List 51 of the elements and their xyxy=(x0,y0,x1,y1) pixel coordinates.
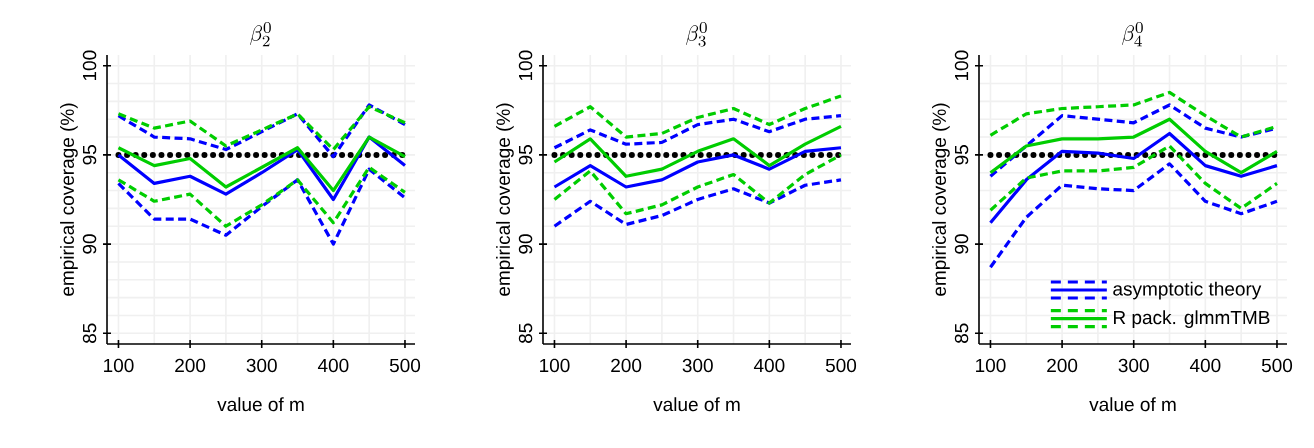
line-series xyxy=(116,105,407,152)
chart-title: $\beta_3^0$ xyxy=(686,22,707,47)
line-series xyxy=(988,162,1279,269)
x-tick-label: 100 xyxy=(976,358,1006,373)
x-tick-label: 100 xyxy=(540,358,570,373)
x-axis-title: value of m xyxy=(653,397,740,412)
line-series xyxy=(552,153,843,216)
y-tick-label: 95 xyxy=(82,145,97,165)
y-axis-title: empirical coverage (%) xyxy=(932,103,950,296)
y-tick-label: 90 xyxy=(518,234,533,254)
line-series xyxy=(552,114,843,150)
y-tick-label: 90 xyxy=(82,234,97,254)
y-tick-label: 100 xyxy=(518,50,533,81)
x-tick-label: 200 xyxy=(611,358,642,373)
x-tick-label: 400 xyxy=(753,358,785,373)
x-tick-label: 200 xyxy=(175,358,206,373)
line-series xyxy=(116,167,407,246)
y-tick-label: 95 xyxy=(954,145,969,165)
x-tick-label: 500 xyxy=(389,358,421,373)
x-axis-title: value of m xyxy=(1089,397,1176,412)
line-series xyxy=(988,131,1279,225)
y-axis-title: empirical coverage (%) xyxy=(60,103,78,296)
y-tick-label: 90 xyxy=(954,234,969,254)
line-series xyxy=(552,146,843,189)
x-tick-label: 300 xyxy=(1118,358,1149,373)
line-series xyxy=(552,178,843,228)
x-tick-label: 500 xyxy=(825,358,857,373)
x-tick-label: 200 xyxy=(1047,358,1078,373)
line-series xyxy=(552,94,843,139)
legend-label: R pack. glmmTMB xyxy=(1114,310,1270,329)
x-tick-label: 100 xyxy=(104,358,134,373)
line-series xyxy=(988,117,1279,175)
x-tick-label: 400 xyxy=(1189,358,1221,373)
x-axis-title: value of m xyxy=(217,397,304,412)
line-series xyxy=(988,144,1279,212)
x-tick-label: 300 xyxy=(246,358,277,373)
line-series xyxy=(552,124,843,178)
y-tick-label: 85 xyxy=(82,323,97,344)
x-tick-label: 300 xyxy=(682,358,713,373)
y-axis-title: empirical coverage (%) xyxy=(496,103,514,296)
x-tick-label: 400 xyxy=(317,358,349,373)
x-tick-label: 500 xyxy=(1261,358,1293,373)
y-tick-label: 100 xyxy=(954,50,969,81)
line-series xyxy=(116,165,407,228)
y-tick-label: 100 xyxy=(82,50,97,81)
y-tick-label: 85 xyxy=(518,323,533,344)
chart-title: $\beta_4^0$ xyxy=(1122,22,1143,47)
y-tick-label: 85 xyxy=(954,323,969,344)
chart-title: $\beta_2^0$ xyxy=(250,22,271,47)
legend-label: asymptotic theory xyxy=(1113,281,1262,300)
y-tick-label: 95 xyxy=(518,145,533,165)
